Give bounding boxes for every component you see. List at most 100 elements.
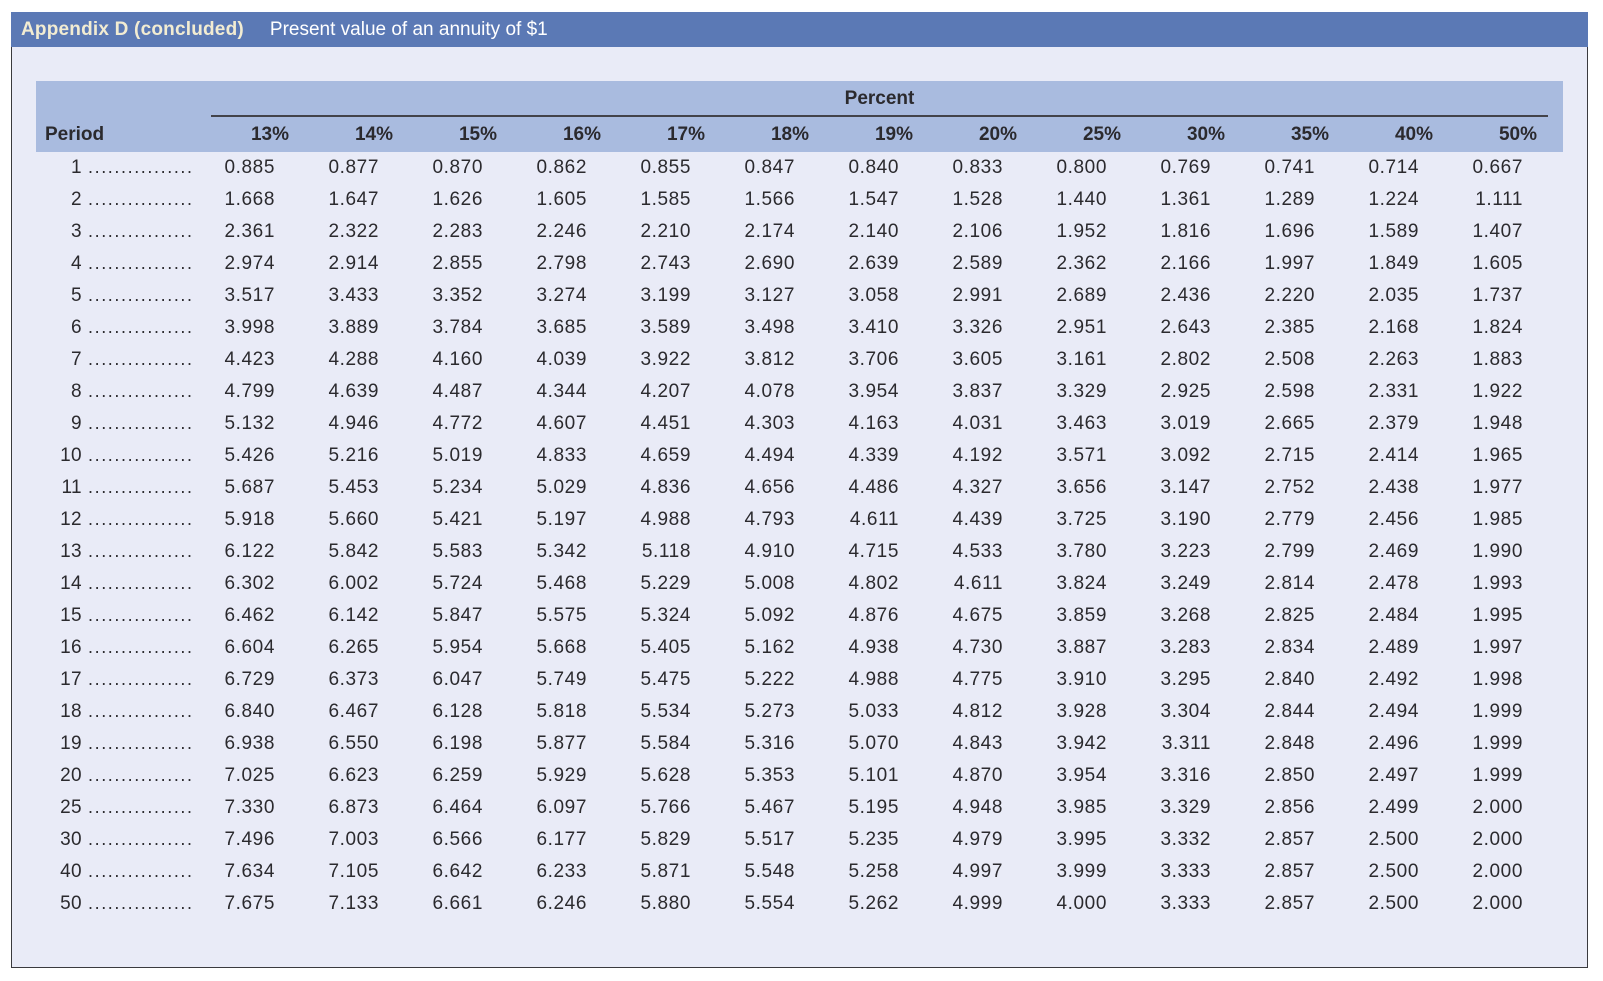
value-cell: 1.361: [1160, 189, 1211, 210]
value-cell: 2.508: [1264, 349, 1315, 370]
value-cell: 3.780: [1056, 541, 1107, 562]
value-cell: 6.122: [224, 541, 275, 562]
value-cell: 3.605: [952, 349, 1003, 370]
value-cell: 5.132: [224, 413, 275, 434]
period-number: 4: [71, 253, 82, 274]
table-row: 6................ 3.998 3.889 3.784 3.685 3.5…: [36, 312, 1563, 344]
period-cell: 14................: [36, 568, 211, 600]
value-cell: 1.948: [1472, 413, 1523, 434]
value-cell: 3.922: [640, 349, 691, 370]
value-cell: 2.478: [1368, 573, 1419, 594]
value-cell: 0.885: [224, 157, 275, 178]
period-cell: 7................: [36, 344, 211, 376]
value-cell: 6.729: [224, 669, 275, 690]
value-cell: 2.690: [744, 253, 795, 274]
value-cell: 5.101: [848, 765, 899, 786]
rate-column-header: 35%: [1251, 117, 1355, 152]
period-number: 1: [71, 157, 82, 178]
value-cell: 2.500: [1368, 861, 1419, 882]
value-cell: 3.589: [640, 317, 691, 338]
table-row: 11................ 5.687 5.453 5.234 5.029 4.…: [36, 472, 1563, 504]
value-cell: 3.199: [640, 285, 691, 306]
value-cell: 3.410: [848, 317, 899, 338]
value-cell: 2.639: [848, 253, 899, 274]
value-cell: 2.497: [1368, 765, 1419, 786]
value-cell: 4.715: [848, 541, 899, 562]
value-cell: 4.078: [744, 381, 795, 402]
value-cell: 3.498: [744, 317, 795, 338]
value-cell: 5.229: [640, 573, 691, 594]
value-cell: 0.714: [1368, 157, 1419, 178]
appendix-subtitle: Present value of an annuity of $1: [269, 18, 548, 40]
value-cell: 5.668: [536, 637, 587, 658]
value-cell: 1.824: [1472, 317, 1523, 338]
table-row: 9................ 5.132 4.946 4.772 4.607 4.4…: [36, 408, 1563, 440]
value-cell: 3.304: [1160, 701, 1211, 722]
value-cell: 3.332: [1160, 829, 1211, 850]
value-cell: 3.887: [1056, 637, 1107, 658]
value-cell: 4.039: [536, 349, 587, 370]
value-cell: 2.362: [1056, 253, 1107, 274]
value-cell: 1.626: [432, 189, 483, 210]
value-cell: 5.453: [328, 477, 379, 498]
period-number: 15: [60, 605, 82, 626]
period-number: 9: [71, 413, 82, 434]
value-cell: 2.991: [952, 285, 1003, 306]
value-cell: 3.784: [432, 317, 483, 338]
value-cell: 7.025: [224, 765, 275, 786]
value-cell: 4.772: [432, 413, 483, 434]
value-cell: 5.847: [432, 605, 483, 626]
table-row: 40................ 7.634 7.105 6.642 6.233 5.…: [36, 856, 1563, 888]
value-cell: 4.611: [953, 573, 1003, 594]
value-cell: 4.938: [848, 637, 899, 658]
period-number: 13: [60, 541, 82, 562]
value-cell: 2.598: [1264, 381, 1315, 402]
value-cell: 0.877: [328, 157, 379, 178]
value-cell: 1.999: [1472, 765, 1523, 786]
value-cell: 4.192: [952, 445, 1003, 466]
value-cell: 1.997: [1472, 637, 1523, 658]
value-cell: 2.220: [1264, 285, 1315, 306]
leader-dots: ................: [88, 189, 194, 209]
value-cell: 0.855: [640, 157, 691, 178]
value-cell: 5.628: [640, 765, 691, 786]
period-number: 11: [61, 477, 82, 498]
pv-annuity-table: Percent Period 13% 14% 15% 16% 17% 18% 19% 20% 2…: [36, 81, 1563, 920]
value-cell: 6.259: [432, 765, 483, 786]
table-row: 20................ 7.025 6.623 6.259 5.929 5.…: [36, 760, 1563, 792]
value-cell: 3.283: [1160, 637, 1211, 658]
value-cell: 6.198: [432, 733, 483, 754]
value-cell: 1.605: [536, 189, 587, 210]
value-cell: 7.675: [224, 893, 275, 914]
value-cell: 3.326: [952, 317, 1003, 338]
period-cell: 17................: [36, 664, 211, 696]
leader-dots: ................: [88, 669, 194, 689]
table-header: Percent Period 13% 14% 15% 16% 17% 18% 19% 20% 2…: [36, 81, 1563, 152]
percent-underline: Percent: [211, 88, 1548, 117]
value-cell: 2.469: [1368, 541, 1419, 562]
value-cell: 6.464: [432, 797, 483, 818]
leader-dots: ................: [88, 477, 194, 497]
period-number: 18: [60, 701, 82, 722]
rate-column-header: 18%: [731, 117, 835, 152]
period-number: 17: [60, 669, 82, 690]
value-cell: 5.660: [328, 509, 379, 530]
value-cell: 5.818: [536, 701, 587, 722]
value-cell: 3.274: [536, 285, 587, 306]
table-panel: Percent Period 13% 14% 15% 16% 17% 18% 19% 20% 2…: [11, 47, 1588, 968]
value-cell: 6.265: [328, 637, 379, 658]
rate-column-header: 16%: [523, 117, 627, 152]
leader-dots: ................: [88, 285, 194, 305]
rate-column-header: 17%: [627, 117, 731, 152]
value-cell: 4.775: [952, 669, 1003, 690]
value-cell: 5.162: [744, 637, 795, 658]
value-cell: 2.499: [1368, 797, 1419, 818]
value-cell: 4.999: [952, 893, 1003, 914]
value-cell: 2.331: [1368, 381, 1419, 402]
value-cell: 1.605: [1472, 253, 1523, 274]
value-cell: 2.361: [224, 221, 275, 242]
value-cell: 7.105: [328, 861, 379, 882]
period-number: 40: [60, 861, 82, 882]
leader-dots: ................: [88, 541, 194, 561]
